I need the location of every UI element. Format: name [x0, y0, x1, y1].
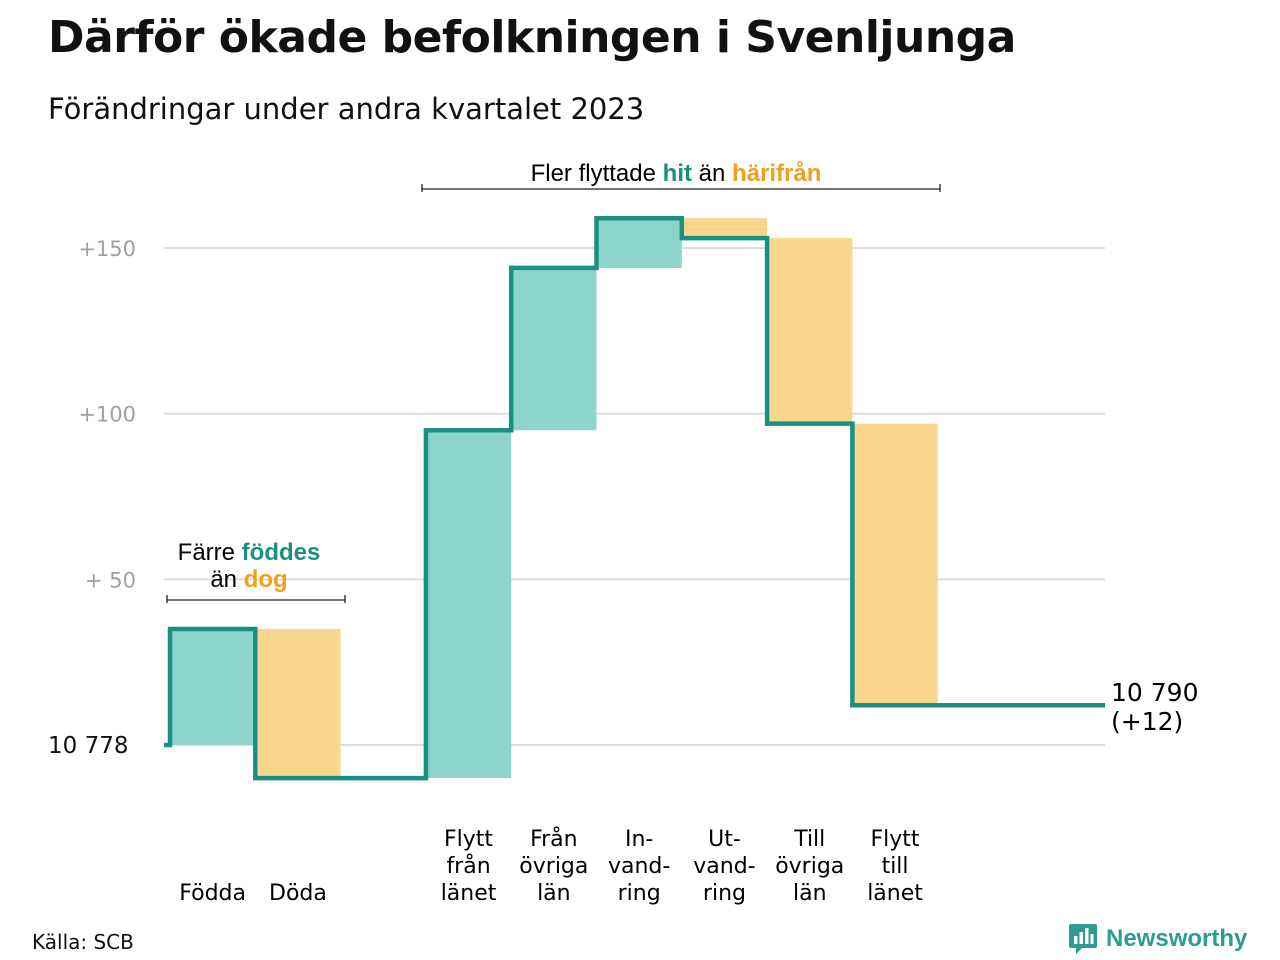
waterfall-bar [170, 629, 256, 745]
waterfall-bar [425, 430, 512, 779]
brand-name: Newsworthy [1106, 925, 1248, 952]
x-tick-label: vand- [608, 854, 670, 879]
x-tick-label: Flytt [444, 827, 493, 852]
birth-annotation-in-word: föddes [242, 539, 321, 566]
y-tick-label: + 50 [85, 568, 136, 592]
move-annotation: Fler flyttade hit än härifrån [421, 160, 941, 192]
move-annotation-out-word: härifrån [732, 160, 821, 187]
baseline-value-label: 10 778 [48, 733, 128, 759]
x-tick-label: ring [618, 881, 661, 906]
x-tick-label: Ut- [708, 827, 741, 852]
move-annotation-in-word: hit [663, 160, 692, 187]
newsworthy-logo-icon [1069, 924, 1097, 954]
x-tick-label: länet [441, 881, 497, 906]
x-tick-label: Döda [269, 881, 327, 906]
x-tick-label: till [882, 854, 909, 879]
birth-annotation: Färre föddes än dog [166, 539, 346, 603]
move-annotation-middle: än [699, 160, 726, 187]
x-tick-label: övriga [519, 854, 588, 879]
move-annotation-bracket [421, 184, 941, 192]
svg-text:Fler flyttade hit: Fler flyttade hit än härifrån [531, 160, 822, 187]
page-title: Därför ökade befolkningen i Svenljunga [48, 12, 1016, 63]
source-note: Källa: SCB [32, 930, 134, 954]
x-tick-label: vand- [693, 854, 755, 879]
waterfall-bar [852, 423, 938, 706]
brand-logo: Newsworthy [1068, 922, 1247, 956]
waterfall-bar [255, 629, 341, 779]
birth-annotation-bracket [166, 595, 346, 603]
x-tick-label: län [793, 881, 827, 906]
svg-text:än dog: än dog [210, 566, 287, 593]
x-tick-label: Flytt [871, 827, 920, 852]
x-tick-label: övriga [775, 854, 844, 879]
x-tick-label: In- [625, 827, 653, 852]
svg-text:Färre föddes: Färre föddes [178, 539, 321, 566]
x-tick-label: från [446, 853, 490, 879]
end-change-label: (+12) [1111, 707, 1183, 736]
birth-annotation-prefix: Färre [178, 539, 235, 566]
x-tick-label: Från [530, 826, 578, 852]
y-tick-label: +150 [78, 237, 136, 261]
waterfall-bar [511, 267, 597, 431]
page-subtitle: Förändringar under andra kvartalet 2023 [48, 92, 645, 126]
x-tick-label: Till [793, 827, 825, 852]
birth-annotation-middle: än [210, 566, 237, 593]
x-tick-label: län [537, 881, 571, 906]
x-tick-label: länet [867, 881, 923, 906]
cumulative-line [164, 215, 1105, 781]
waterfall-bar [596, 218, 682, 268]
birth-annotation-out-word: dog [244, 566, 288, 593]
y-tick-label: +100 [78, 403, 136, 427]
move-annotation-prefix: Fler flyttade [531, 160, 656, 187]
x-tick-label: ring [703, 881, 746, 906]
x-tick-label: Födda [179, 881, 246, 906]
end-value-label: 10 790 [1111, 678, 1198, 707]
waterfall-bar [681, 218, 768, 239]
waterfall-bar [767, 238, 853, 424]
